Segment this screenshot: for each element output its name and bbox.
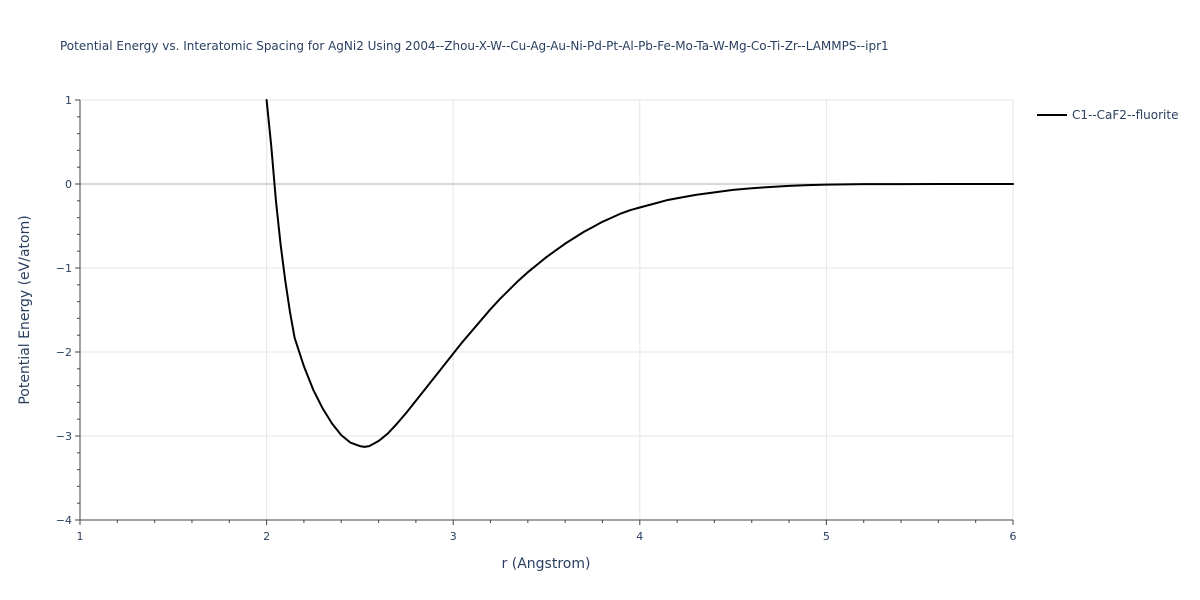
y-tick-label: −3 xyxy=(56,430,72,443)
y-tick-label: −2 xyxy=(56,346,72,359)
x-tick-label: 4 xyxy=(636,530,643,543)
x-axis-label: r (Angstrom) xyxy=(502,556,591,572)
x-tick-label: 1 xyxy=(77,530,84,543)
y-tick-label: −1 xyxy=(56,262,72,275)
x-tick-label: 5 xyxy=(823,530,830,543)
chart-title: Potential Energy vs. Interatomic Spacing… xyxy=(60,39,889,53)
x-tick-label: 6 xyxy=(1010,530,1017,543)
y-tick-label: 1 xyxy=(65,94,72,107)
y-tick-label: −4 xyxy=(56,514,72,527)
grid-lines xyxy=(80,99,1014,520)
x-tick-label: 2 xyxy=(263,530,270,543)
tick-labels: 1 2 3 4 5 6 1 0 −1 −2 −3 −4 xyxy=(56,94,1017,543)
legend-label-c1-caf2-fluorite: C1--CaF2--fluorite xyxy=(1072,108,1178,122)
y-tick-label: 0 xyxy=(65,178,72,191)
series-line-c1-caf2-fluorite[interactable] xyxy=(265,99,1014,448)
series-layer xyxy=(265,99,1014,448)
x-tick-label: 3 xyxy=(450,530,457,543)
y-axis-label: Potential Energy (eV/atom) xyxy=(17,215,33,404)
axes xyxy=(75,99,1014,525)
legend[interactable]: C1--CaF2--fluorite xyxy=(1037,108,1178,122)
